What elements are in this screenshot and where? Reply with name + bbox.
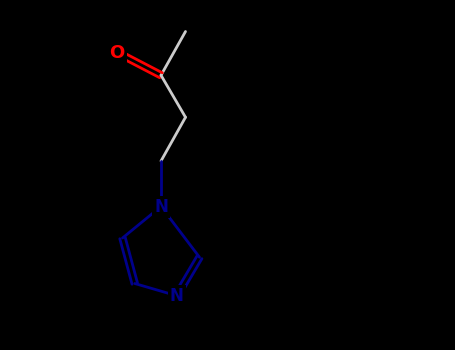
Text: O: O (110, 43, 125, 62)
Text: N: N (170, 287, 184, 305)
Text: N: N (154, 197, 168, 216)
